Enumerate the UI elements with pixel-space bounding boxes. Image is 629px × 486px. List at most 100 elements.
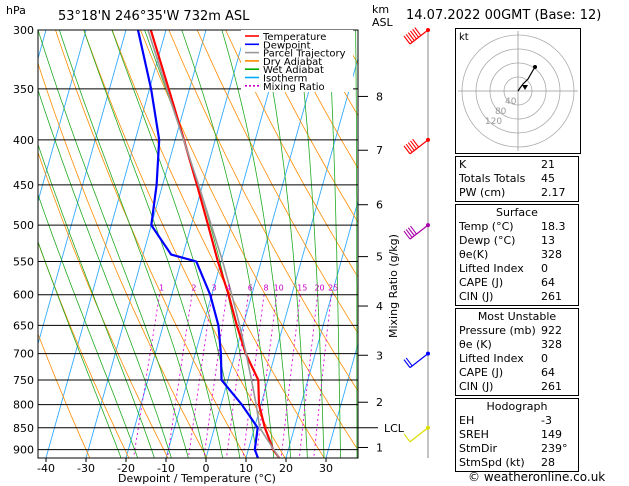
pressure-tick-label: 650	[13, 319, 34, 332]
table-row-label: Lifted Index	[459, 262, 524, 275]
legend-entry: Isotherm	[263, 74, 307, 85]
table-row-value: 45	[541, 172, 555, 185]
pressure-axis: 300 350 400 450 500 550 600 650 700 750 800 850 900	[13, 24, 34, 457]
wind-barb-flag	[403, 145, 411, 155]
table-row-value: 64	[541, 276, 555, 289]
wet-adiabat-line	[38, 143, 155, 458]
table-row-label: Pressure (mb)	[459, 324, 536, 337]
table-row-label: Lifted Index	[459, 352, 524, 365]
table-row-value: 13	[541, 234, 555, 247]
wet-adiabat-line	[261, 30, 308, 458]
hodograph-unit-label: kt	[459, 32, 469, 43]
km-label: km	[372, 3, 389, 16]
wind-barb-flag	[405, 143, 413, 153]
table-row-label: EH	[459, 414, 475, 427]
table-row: θe(K) 328	[459, 248, 575, 262]
isotherm-line	[285, 199, 358, 458]
table-row: K 21	[459, 158, 575, 172]
pressure-tick-label: 300	[13, 24, 34, 37]
dry-adiabat-line	[38, 62, 208, 458]
wet-adiabat-line	[38, 88, 172, 458]
temperature-tick-label: 30	[319, 462, 333, 475]
table-row: Dewp (°C) 13	[459, 234, 575, 248]
height-tick-label: 3	[376, 349, 383, 362]
table-row: Totals Totals 45	[459, 172, 575, 186]
height-tick-label: 5	[376, 251, 383, 264]
surface-section: Surface Temp (°C) 18.3 Dewp (°C) 13 θe(K) 328…	[455, 204, 579, 306]
indices-table: K 21 Totals Totals 45 PW (cm) 2.17 Surface Te…	[455, 156, 579, 474]
legend-entry: Dewpoint	[263, 40, 311, 51]
hodograph-ring-label: 40	[505, 97, 517, 107]
table-row: CAPE (J) 64	[459, 276, 575, 290]
table-row-label: θe (K)	[459, 338, 492, 351]
wind-barb-flag	[410, 140, 417, 150]
table-row-value: 239°	[541, 442, 568, 455]
table-row-value: 922	[541, 324, 562, 337]
temperature-tick-label: -10	[157, 462, 175, 475]
table-row-label: K	[459, 158, 467, 171]
pressure-tick-label: 550	[13, 256, 34, 269]
temperature-tick-label: -40	[37, 462, 55, 475]
grid-lines	[38, 30, 358, 458]
table-row: θe (K) 328	[459, 338, 575, 352]
table-row-label: CAPE (J)	[459, 366, 504, 379]
wind-barb-flag	[407, 32, 415, 41]
wet-adiabat-line	[181, 30, 275, 458]
table-row-label: CIN (J)	[459, 380, 494, 393]
isotherm-line	[125, 30, 247, 458]
table-row-label: Dewp (°C)	[459, 234, 516, 247]
table-row: Pressure (mb) 922	[459, 324, 575, 338]
pressure-tick-label: 700	[13, 348, 34, 361]
mixing-ratio-axis-title: Mixing Ratio (g/kg)	[387, 234, 400, 338]
mixing-ratio-labels: 1 2 3 4 6 8 10 15 20 25	[159, 284, 338, 293]
hodograph-trace	[517, 65, 537, 92]
pressure-tick-label: 350	[13, 83, 34, 96]
wind-barb-flag	[407, 142, 415, 151]
table-row-value: 149	[541, 428, 562, 441]
wind-barb-flag	[403, 230, 411, 240]
mixing-ratio-line	[255, 294, 278, 458]
wind-barb-staff	[409, 224, 429, 240]
mixing-ratio-tick-label: 2	[191, 284, 196, 293]
legend-entry: Wet Adiabat	[263, 65, 324, 76]
plot-frame	[37, 29, 359, 459]
wind-barb-flag	[410, 30, 417, 40]
wind-barb-flag	[403, 35, 411, 45]
mixing-ratio-line	[280, 294, 301, 458]
wet-adiabat-line	[83, 30, 224, 458]
table-row: SREH 149	[459, 428, 575, 442]
table-row-value: 28	[541, 456, 555, 469]
isotherm-line	[85, 30, 207, 458]
wet-adiabat-line	[221, 30, 292, 458]
isotherm-line	[205, 30, 327, 458]
wind-barb-staff	[409, 427, 429, 443]
copyright: © weatheronline.co.uk	[468, 470, 606, 484]
most-unstable-title: Most Unstable	[477, 310, 557, 323]
legend-entry: Parcel Trajectory	[263, 49, 346, 60]
temperature-tick-label: 10	[239, 462, 253, 475]
height-tick-label: 6	[376, 199, 383, 212]
table-row: PW (cm) 2.17	[459, 186, 575, 200]
dewpoint-line	[136, 30, 260, 458]
table-row-value: 328	[541, 338, 562, 351]
dry-adiabat-line	[253, 30, 358, 224]
table-row-value: 328	[541, 248, 562, 261]
table-row-value: 261	[541, 380, 562, 393]
legend-entry: Dry Adiabat	[263, 57, 322, 68]
dry-adiabat-line	[38, 332, 91, 458]
mixing-ratio-line	[225, 294, 249, 458]
hodograph-section: Hodograph EH -3 SREH 149 StmDir 239° StmSpd (k…	[455, 398, 579, 472]
mixing-ratio-line	[298, 294, 319, 458]
hodograph: kt 40 80 120	[455, 28, 581, 154]
temperature-axis: -40 -30 -20 -10 0 10 20 30	[37, 458, 333, 475]
table-row-label: StmSpd (kt)	[459, 456, 525, 469]
wind-barb-flag	[410, 225, 417, 235]
asl-label: ASL	[372, 16, 394, 29]
table-row-label: PW (cm)	[459, 186, 506, 199]
dry-adiabat-line	[140, 30, 358, 451]
table-row: Lifted Index 0	[459, 262, 575, 276]
hodograph-ring-label: 120	[485, 117, 502, 127]
table-row-label: StmDir	[459, 442, 498, 455]
wind-barbs	[403, 27, 430, 443]
table-row: CIN (J) 261	[459, 290, 575, 304]
